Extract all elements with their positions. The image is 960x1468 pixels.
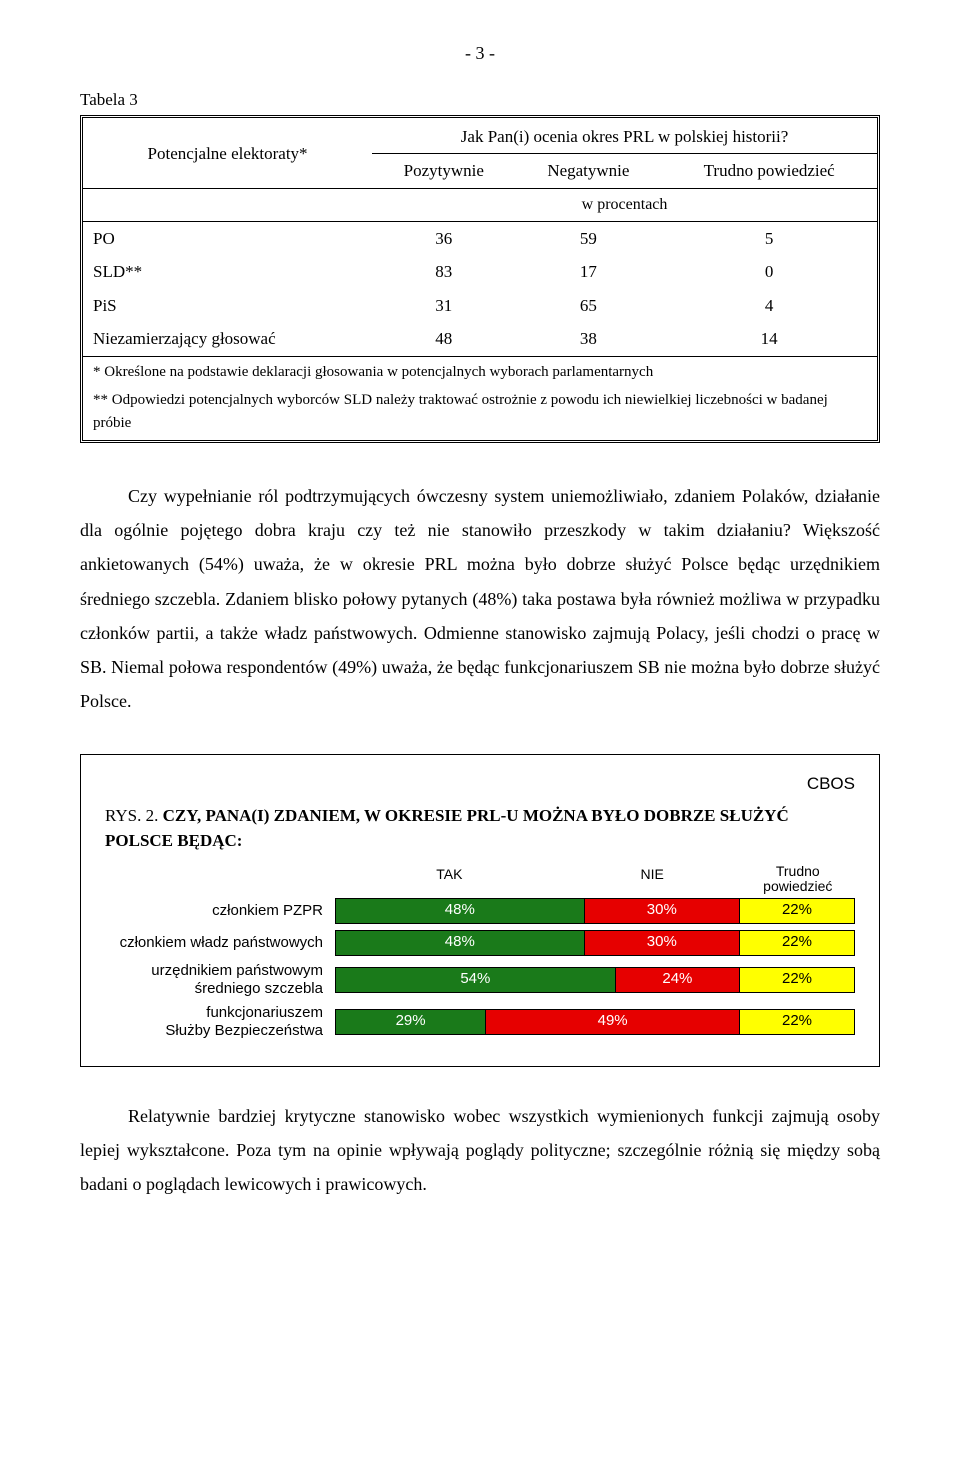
chart-segment: 22%	[740, 899, 854, 923]
chart-segment: 30%	[585, 931, 740, 955]
chart-row-label: członkiem PZPR	[105, 902, 335, 920]
row-label: PO	[83, 221, 372, 255]
chart-segment: 22%	[740, 1010, 854, 1034]
cell: 14	[661, 322, 877, 356]
chart-rys-2: CBOS RYS. 2. CZY, PANA(I) ZDANIEM, W OKR…	[80, 754, 880, 1066]
cell: 36	[372, 221, 515, 255]
chart-segment: 24%	[616, 968, 740, 992]
cell: 38	[515, 322, 661, 356]
col-negative: Negatywnie	[515, 154, 661, 189]
chart-segment: 49%	[486, 1010, 740, 1034]
subheader: w procentach	[372, 188, 877, 221]
chart-segment: 48%	[336, 931, 585, 955]
footnote-2: ** Odpowiedzi potencjalnych wyborców SLD…	[83, 389, 877, 440]
cell: 5	[661, 221, 877, 255]
paragraph-2: Relatywnie bardziej krytyczne stanowisko…	[80, 1099, 880, 1202]
table-3: Potencjalne elektoraty* Jak Pan(i) oceni…	[80, 115, 880, 444]
col-positive: Pozytywnie	[372, 154, 515, 189]
table-label: Tabela 3	[80, 87, 880, 113]
cell: 65	[515, 289, 661, 323]
cell: 17	[515, 255, 661, 289]
cell: 48	[372, 322, 515, 356]
footnote-1: * Określone na podstawie deklaracji głos…	[83, 356, 877, 389]
chart-bar-row: członkiem PZPR48%30%22%	[105, 898, 855, 924]
paragraph-1: Czy wypełnianie ról podtrzymujących ówcz…	[80, 479, 880, 718]
cbos-label: CBOS	[105, 771, 855, 797]
chart-title: RYS. 2. CZY, PANA(I) ZDANIEM, W OKRESIE …	[105, 803, 855, 854]
cell: 83	[372, 255, 515, 289]
page-number: - 3 -	[80, 40, 880, 67]
chart-segment: 48%	[336, 899, 585, 923]
chart-bar-row: urzędnikiem państwowymśredniego szczebla…	[105, 962, 855, 998]
chart-bar-row: członkiem władz państwowych48%30%22%	[105, 930, 855, 956]
chart-segment: 54%	[336, 968, 616, 992]
electorate-header: Potencjalne elektoraty*	[83, 118, 372, 189]
chart-row-label: funkcjonariuszemSłużby Bezpieczeństwa	[105, 1004, 335, 1040]
cell: 4	[661, 289, 877, 323]
chart-row-label: urzędnikiem państwowymśredniego szczebla	[105, 962, 335, 998]
chart-segment: 29%	[336, 1010, 486, 1034]
chart-row-label: członkiem władz państwowych	[105, 934, 335, 952]
row-label: PiS	[83, 289, 372, 323]
chart-segment: 22%	[740, 968, 854, 992]
cell: 0	[661, 255, 877, 289]
chart-segment: 22%	[740, 931, 854, 955]
chart-bar-row: funkcjonariuszemSłużby Bezpieczeństwa29%…	[105, 1004, 855, 1040]
row-label: Niezamierzający głosować	[83, 322, 372, 356]
cell: 59	[515, 221, 661, 255]
col-dontknow: Trudno powiedzieć	[661, 154, 877, 189]
cell: 31	[372, 289, 515, 323]
chart-segment: 30%	[585, 899, 740, 923]
table-title: Jak Pan(i) ocenia okres PRL w polskiej h…	[372, 118, 877, 154]
row-label: SLD**	[83, 255, 372, 289]
